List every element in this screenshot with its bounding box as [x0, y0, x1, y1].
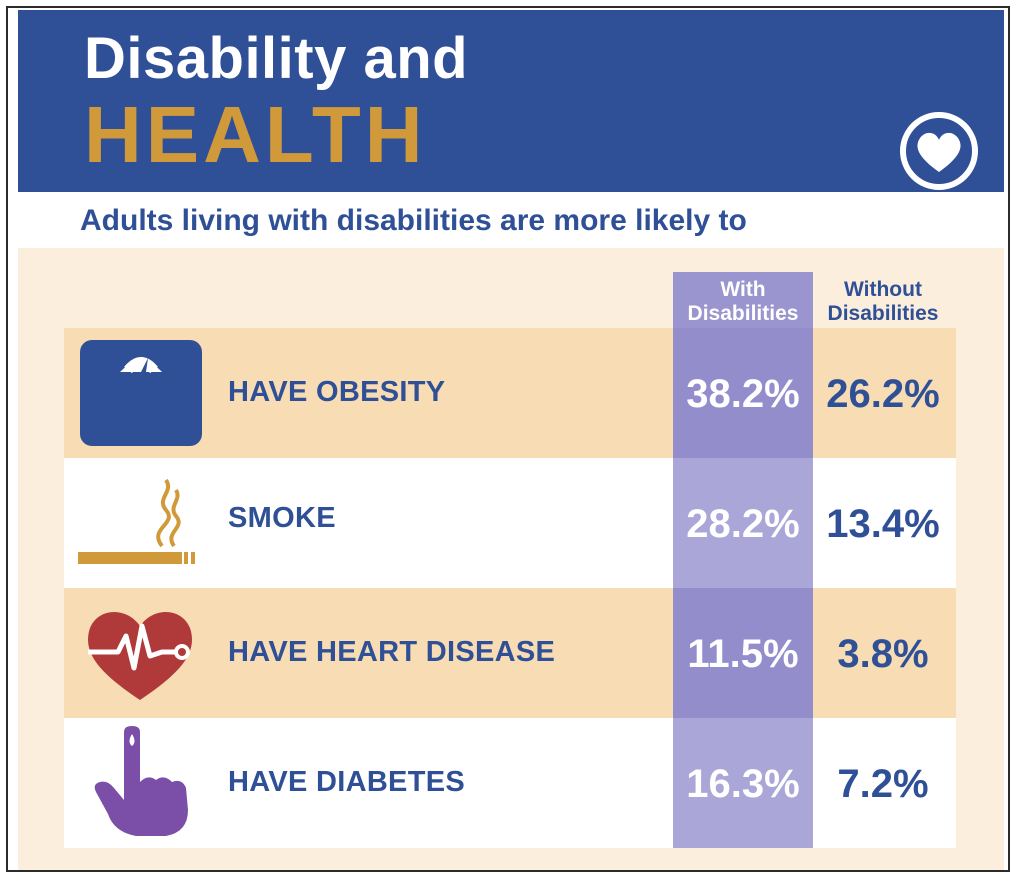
column-header-with-line1: With [720, 278, 766, 301]
value-with-disabilities: 28.2% [686, 502, 800, 546]
with-cell [673, 328, 813, 458]
with-cell [673, 588, 813, 718]
column-header-without-line2: Disabilities [827, 302, 939, 325]
table-row-heart-disease: HAVE HEART DISEASE 11.5% 3.8% [64, 588, 956, 718]
title-line-1: Disability and [84, 26, 469, 91]
subtitle: Adults living with disabilities are more… [80, 204, 747, 237]
header-banner: Disability and HEALTH [18, 10, 1004, 192]
with-cell [673, 718, 813, 848]
cigarette-icon [78, 478, 195, 564]
column-header-without: Without Disabilities [813, 278, 953, 326]
value-without-disabilities: 7.2% [837, 762, 929, 806]
table-row-obesity: HAVE OBESITY 38.2% 26.2% [64, 328, 956, 458]
scale-icon [80, 340, 202, 446]
column-header-with: With Disabilities [673, 278, 813, 326]
value-with-disabilities: 16.3% [686, 762, 800, 806]
heartbeat-icon [88, 611, 192, 700]
heart-icon [900, 112, 978, 190]
value-without-disabilities: 3.8% [837, 632, 929, 676]
title-line-2: HEALTH [84, 90, 427, 179]
row-label: SMOKE [228, 502, 336, 534]
column-header-without-line1: Without [844, 278, 922, 301]
row-label: HAVE DIABETES [228, 766, 466, 798]
value-without-disabilities: 13.4% [826, 502, 940, 546]
row-label: HAVE OBESITY [228, 376, 446, 408]
row-label: HAVE HEART DISEASE [228, 636, 556, 668]
column-header-with-line2: Disabilities [687, 302, 799, 325]
table-row-smoke: SMOKE 28.2% 13.4% [64, 458, 956, 588]
finger-blood-drop-icon [94, 726, 188, 836]
table-row-diabetes: HAVE DIABETES 16.3% 7.2% [64, 718, 956, 848]
with-cell [673, 458, 813, 588]
value-without-disabilities: 26.2% [826, 372, 940, 416]
value-with-disabilities: 38.2% [686, 372, 800, 416]
value-with-disabilities: 11.5% [687, 632, 799, 676]
